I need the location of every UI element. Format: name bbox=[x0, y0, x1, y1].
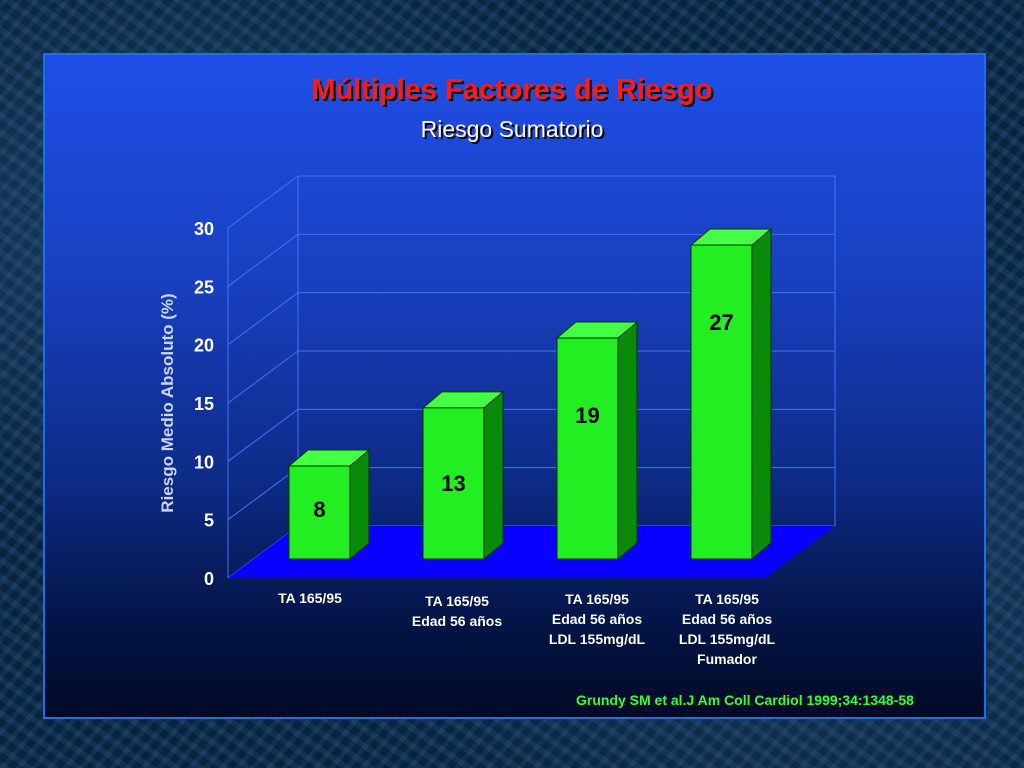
bar-value-label: 13 bbox=[441, 471, 465, 496]
bar-side bbox=[617, 320, 638, 561]
y-tick-label: 5 bbox=[204, 511, 214, 531]
x-category-label: Edad 56 años bbox=[682, 611, 772, 627]
y-tick-label: 20 bbox=[194, 336, 214, 356]
citation-text: Grundy SM et al.J Am Coll Cardiol 1999;3… bbox=[576, 692, 914, 708]
x-category-label: TA 165/95 bbox=[565, 591, 629, 607]
bar-value-label: 27 bbox=[709, 310, 733, 335]
gridline-side bbox=[227, 233, 299, 287]
y-tick-label: 0 bbox=[204, 569, 214, 589]
chart-subtitle: Riesgo Sumatorio bbox=[420, 116, 604, 142]
bar bbox=[690, 244, 753, 560]
x-category-label: TA 165/95 bbox=[278, 590, 342, 606]
y-tick-label: 15 bbox=[194, 394, 214, 414]
bar-side bbox=[751, 227, 772, 561]
bar bbox=[556, 337, 619, 560]
chart-floor bbox=[228, 526, 835, 578]
chart-title: Múltiples Factores de Riesgo bbox=[311, 74, 713, 106]
bar bbox=[422, 407, 485, 560]
bar-value-label: 19 bbox=[575, 403, 599, 428]
x-category-label: TA 165/95 bbox=[425, 593, 489, 609]
gridline-side bbox=[227, 175, 299, 229]
y-tick-label: 25 bbox=[194, 277, 214, 297]
bar-value-label: 8 bbox=[313, 497, 325, 522]
x-category-label: Edad 56 años bbox=[552, 611, 642, 627]
gridline-side bbox=[227, 350, 299, 404]
y-tick-label: 30 bbox=[194, 219, 214, 239]
x-category-label: LDL 155mg/dL bbox=[549, 631, 646, 647]
gridline-side bbox=[227, 408, 299, 462]
x-category-label: LDL 155mg/dL bbox=[679, 631, 776, 647]
x-category-label: Fumador bbox=[697, 651, 757, 667]
x-category-label: Edad 56 años bbox=[412, 613, 502, 629]
chart-panel bbox=[43, 53, 986, 719]
bar-side bbox=[349, 448, 370, 561]
bar bbox=[288, 465, 351, 560]
gridline-side bbox=[227, 292, 299, 346]
bar-side bbox=[483, 390, 504, 561]
y-axis-label: Riesgo Medio Absoluto (%) bbox=[158, 293, 177, 512]
x-category-label: TA 165/95 bbox=[695, 591, 759, 607]
gridline-side bbox=[227, 467, 299, 521]
y-tick-label: 10 bbox=[194, 452, 214, 472]
